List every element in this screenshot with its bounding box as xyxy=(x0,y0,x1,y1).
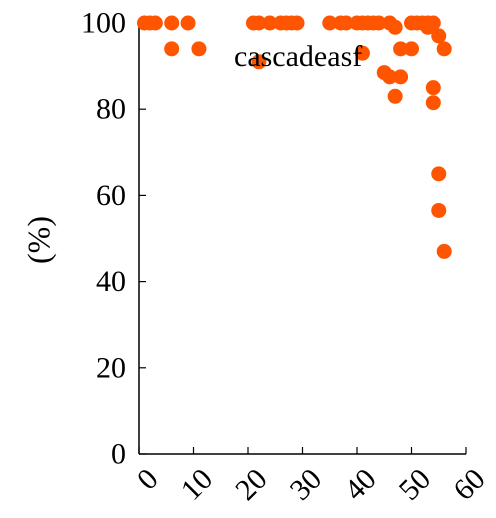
data-point xyxy=(354,45,370,61)
data-point xyxy=(425,15,441,31)
data-point xyxy=(164,15,180,31)
data-point xyxy=(431,202,447,218)
data-point xyxy=(164,41,180,57)
data-point xyxy=(338,15,354,31)
data-point xyxy=(404,41,419,57)
y-tick-label: 0 xyxy=(111,438,126,471)
x-axis-ticks: 0 10 20 30 40 50 60 xyxy=(131,447,492,507)
x-tick-label: 0 xyxy=(131,462,165,496)
data-point xyxy=(191,41,207,57)
data-point xyxy=(382,69,398,85)
data-point xyxy=(431,166,447,182)
x-tick-label: 50 xyxy=(393,462,438,507)
y-axis-ticks: 0 20 40 60 80 100 xyxy=(81,7,146,471)
data-point xyxy=(251,15,267,31)
x-tick-label: 10 xyxy=(175,462,220,507)
x-tick-label: 40 xyxy=(338,462,383,507)
data-point xyxy=(387,19,403,35)
y-tick-label: 40 xyxy=(96,265,126,298)
data-point xyxy=(180,15,196,31)
data-point xyxy=(436,243,452,259)
data-point xyxy=(393,41,409,57)
data-point xyxy=(436,41,452,57)
y-tick-label: 80 xyxy=(96,93,126,126)
data-point xyxy=(147,15,163,31)
data-point xyxy=(322,15,338,31)
data-point xyxy=(425,95,441,111)
data-point xyxy=(371,15,387,31)
plot-frame xyxy=(138,23,466,455)
data-point xyxy=(251,54,267,70)
chart-annotation: cascadeasf xyxy=(234,40,362,73)
data-points xyxy=(136,15,452,259)
data-point xyxy=(393,69,409,85)
x-tick-label: 20 xyxy=(229,462,274,507)
data-point xyxy=(262,15,278,31)
data-point xyxy=(387,88,403,104)
y-tick-label: 60 xyxy=(96,179,126,212)
data-point xyxy=(431,28,447,44)
data-point xyxy=(425,80,441,96)
x-tick-label: 30 xyxy=(284,462,329,507)
y-tick-label: 100 xyxy=(81,7,126,40)
data-point xyxy=(289,15,305,31)
y-tick-label: 20 xyxy=(96,351,126,384)
x-tick-label: 60 xyxy=(447,462,492,507)
y-axis-label: (%) xyxy=(20,216,56,264)
